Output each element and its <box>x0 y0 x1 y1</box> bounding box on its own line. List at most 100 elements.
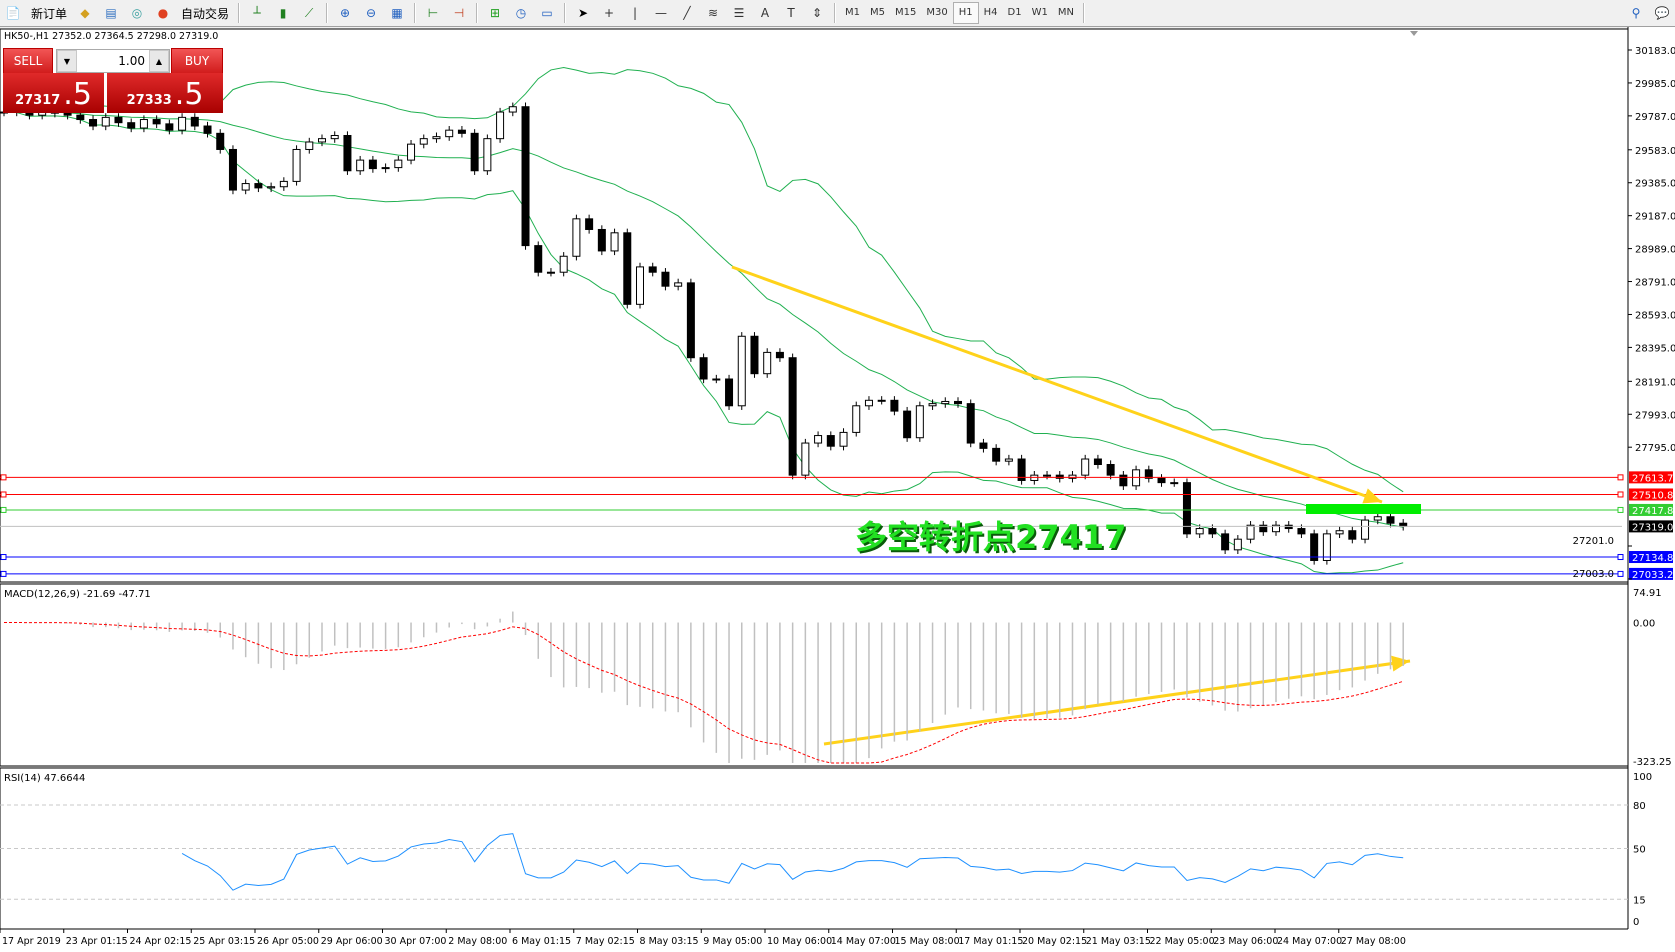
timeframe-h4[interactable]: H4 <box>983 7 998 18</box>
time-tick-label: 8 May 03:15 <box>640 936 699 947</box>
timeframe-m5[interactable]: M5 <box>870 7 886 18</box>
level-handle[interactable] <box>0 491 7 498</box>
candle <box>661 271 670 287</box>
price-tick-label: 29583.0 <box>1635 146 1675 157</box>
sell-price[interactable]: 27317.5 <box>3 73 104 113</box>
timeframe-m15[interactable]: M15 <box>895 7 917 18</box>
lot-size-value[interactable]: 1.00 <box>118 54 145 68</box>
zoom-in-icon[interactable]: ⊕ <box>340 6 351 20</box>
candle <box>992 447 1001 462</box>
candle <box>1182 482 1191 535</box>
sell-price-frac: .5 <box>63 77 92 112</box>
navigator-icon[interactable]: ▤ <box>105 6 117 20</box>
level-handle[interactable] <box>0 474 7 481</box>
fibo-channel-icon[interactable]: ☰ <box>733 6 745 20</box>
candle <box>407 143 416 161</box>
symbol-header: HK50-,H1 27352.0 27364.5 27298.0 27319.0 <box>4 31 219 42</box>
candle <box>267 186 276 189</box>
candle <box>203 125 212 134</box>
level-handle[interactable] <box>1617 491 1624 498</box>
candle <box>1106 464 1115 476</box>
metaeditor-icon[interactable]: ◆ <box>80 6 90 20</box>
candle <box>814 435 823 444</box>
toolbar-separator <box>326 3 329 23</box>
text-label-icon[interactable]: T <box>787 6 795 20</box>
new-order-button[interactable]: 新订单 <box>31 6 68 21</box>
level-handle[interactable] <box>1617 506 1624 513</box>
text-icon[interactable]: A <box>760 6 770 20</box>
level-handle[interactable] <box>0 554 7 561</box>
pivot-zone-marker <box>1306 504 1421 514</box>
macd-signal-line <box>3 622 1404 764</box>
level-handle[interactable] <box>1617 554 1624 561</box>
level-handle[interactable] <box>0 506 7 513</box>
timeframe-w1[interactable]: W1 <box>1031 7 1048 18</box>
time-tick-label: 15 May 08:00 <box>895 936 960 947</box>
level-handle[interactable] <box>1617 474 1624 481</box>
fibonacci-icon[interactable]: ≋ <box>708 6 719 20</box>
candle <box>165 123 174 131</box>
chart-shift-marker[interactable] <box>1410 31 1418 36</box>
timeframe-h1[interactable]: H1 <box>952 2 979 24</box>
autoscroll-icon[interactable]: ⊣ <box>453 6 465 20</box>
auto-trading-button[interactable]: 自动交易 <box>181 6 230 21</box>
arrows-icon[interactable]: ⇕ <box>812 6 823 20</box>
chart-shift-icon[interactable]: ⊢ <box>427 6 439 20</box>
candle <box>381 167 390 170</box>
price-tick-label: 27795.0 <box>1635 443 1675 454</box>
search-icon[interactable]: ⚲ <box>1631 6 1641 20</box>
candle <box>292 148 301 182</box>
horizontal-line-icon[interactable]: — <box>655 6 668 20</box>
indicators-icon[interactable]: ⊞ <box>490 6 501 20</box>
candle <box>763 351 772 375</box>
trendline-icon[interactable]: ╱ <box>683 6 691 20</box>
lot-decrease-button[interactable]: ▼ <box>57 50 77 72</box>
rsi-axis-label: 15 <box>1633 895 1646 906</box>
candle <box>1119 474 1128 487</box>
time-tick-label: 27 May 08:00 <box>1341 936 1406 947</box>
time-tick-label: 30 Apr 07:00 <box>385 936 447 947</box>
buy-button[interactable]: BUY <box>171 48 223 74</box>
lot-size-field[interactable]: ▼ 1.00 ▲ <box>56 49 170 73</box>
time-tick-label: 23 Apr 01:15 <box>66 936 128 947</box>
level-handle[interactable] <box>0 570 7 577</box>
candle <box>1335 530 1344 535</box>
periods-icon[interactable]: ◷ <box>515 6 527 20</box>
timeframe-m1[interactable]: M1 <box>845 7 861 18</box>
candle <box>546 271 555 274</box>
signals-icon[interactable]: ◎ <box>131 6 143 20</box>
lot-increase-button[interactable]: ▲ <box>149 50 169 72</box>
time-tick-label: 22 May 05:00 <box>1150 936 1215 947</box>
macd-panel[interactable] <box>0 583 1629 767</box>
templates-icon[interactable]: ▭ <box>541 6 553 20</box>
candle <box>1043 474 1052 477</box>
chat-icon[interactable]: 💬 <box>1654 6 1670 20</box>
sell-button[interactable]: SELL <box>3 48 53 74</box>
cursor-icon[interactable]: ➤ <box>578 6 589 20</box>
candle <box>534 245 543 273</box>
new-order-icon[interactable]: 📄 <box>5 6 21 20</box>
bar-chart-icon[interactable]: ┴ <box>253 6 261 20</box>
candle <box>445 129 454 138</box>
level-price-tag <box>1629 471 1673 484</box>
timeframe-m30[interactable]: M30 <box>926 7 948 18</box>
timeframe-mn[interactable]: MN <box>1057 7 1074 18</box>
main-chart-panel[interactable] <box>0 28 1629 583</box>
line-chart-icon[interactable]: ⟋ <box>304 5 314 20</box>
timeframe-d1[interactable]: D1 <box>1007 7 1022 18</box>
bollinger-lower-band <box>3 111 1404 574</box>
vertical-line-icon[interactable]: | <box>633 6 638 20</box>
level-price-label: 27510.8 <box>1632 490 1673 501</box>
candle <box>1246 524 1255 540</box>
buy-price[interactable]: 27333.5 <box>107 73 223 113</box>
tile-windows-icon[interactable]: ▦ <box>391 6 403 20</box>
auto-trading-icon[interactable]: ● <box>157 6 169 20</box>
time-tick-label: 29 Apr 06:00 <box>321 936 383 947</box>
crosshair-icon[interactable]: + <box>604 6 615 20</box>
candlestick-icon[interactable]: ▮ <box>279 6 287 20</box>
candle <box>941 400 950 405</box>
rsi-axis-label: 50 <box>1633 845 1646 856</box>
level-handle[interactable] <box>1617 570 1624 577</box>
zoom-out-icon[interactable]: ⊖ <box>366 6 377 20</box>
